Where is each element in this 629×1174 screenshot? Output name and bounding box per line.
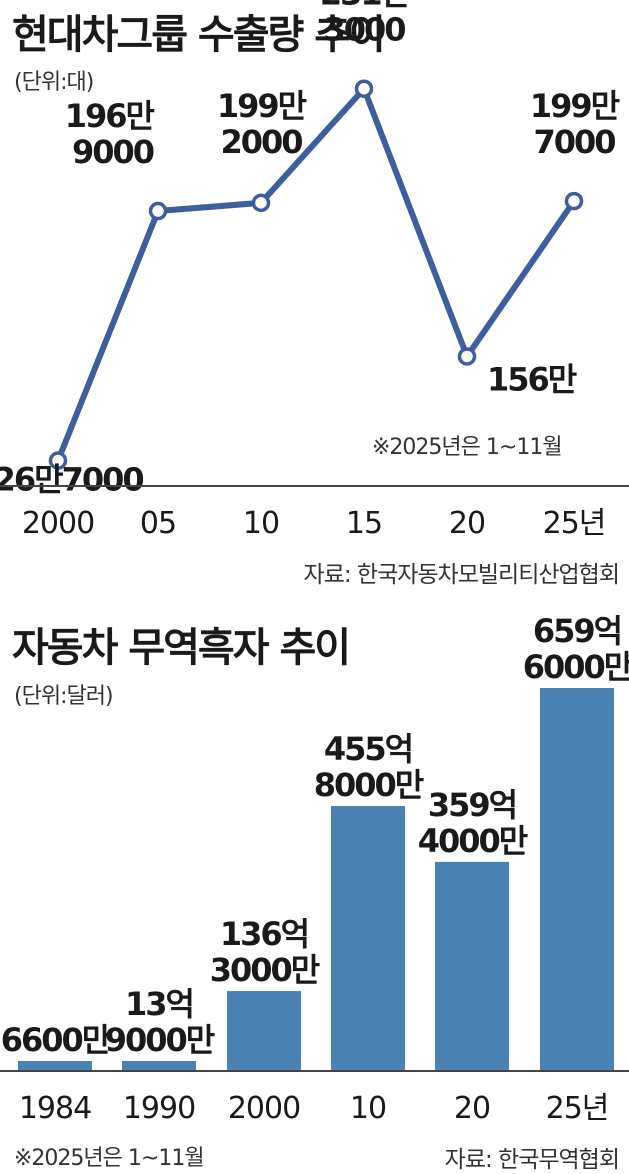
data-label: 359억 (428, 786, 516, 824)
chart2-unit: (단위:달러) (14, 684, 114, 709)
chart1-title: 현대차그룹 수출량 추이 (12, 12, 386, 58)
bar (227, 991, 301, 1070)
x-tick-label: 10 (243, 506, 279, 541)
chart1-note: ※2025년은 1~11월 (372, 435, 563, 460)
chart1-axis-line (0, 485, 629, 487)
bar (435, 861, 509, 1070)
x-tick-label: 2000 (22, 506, 94, 541)
data-label: 2000 (220, 123, 302, 161)
bar (540, 688, 614, 1070)
data-point (457, 347, 477, 366)
x-tick-label: 1990 (123, 1091, 195, 1126)
x-tick-label: 10 (350, 1091, 386, 1126)
series-line (55, 85, 577, 462)
chart2-title: 자동차 무역흑자 추이 (12, 625, 351, 671)
data-label: 156만 (487, 360, 577, 398)
chart2-note: ※2025년은 1~11월 (14, 1146, 205, 1171)
bar (122, 1061, 196, 1070)
x-tick-label: 25년 (546, 1091, 609, 1126)
x-tick-label: 1984 (19, 1091, 91, 1126)
x-tick-label: 2000 (228, 1091, 300, 1126)
chart2-source: 자료: 한국무역협회 (444, 1147, 620, 1173)
x-tick-label: 05 (140, 506, 176, 541)
data-label: 3000 (323, 11, 405, 49)
data-label: 9000만 (105, 1021, 215, 1059)
bar (18, 1061, 92, 1070)
data-point (148, 201, 168, 221)
data-label: 136억 (220, 915, 308, 953)
data-label: 199만 (217, 87, 307, 125)
line-chart: 126만7000196만9000199만2000231만3000156만199만… (0, 0, 622, 541)
chart1-source: 자료: 한국자동차모빌리티산업협회 (303, 562, 620, 588)
data-label: 455억 (324, 730, 412, 768)
data-label: 6000만 (523, 648, 629, 686)
data-point (48, 451, 68, 470)
x-tick-label: 20 (454, 1091, 490, 1126)
x-tick-label: 15 (346, 506, 382, 541)
data-point (251, 193, 271, 213)
data-label: 659억 (533, 612, 621, 650)
data-label: 196만 (65, 97, 155, 135)
data-label: 231만 (320, 0, 410, 13)
data-label: 6600만 (1, 1021, 111, 1059)
chart1-unit: (단위:대) (14, 70, 94, 95)
data-label: 9000 (72, 133, 154, 171)
data-label: 199만 (530, 87, 620, 125)
data-label: 4000만 (418, 822, 528, 860)
data-point (564, 191, 584, 211)
x-tick-label: 20 (449, 506, 485, 541)
data-label: 7000 (533, 123, 615, 161)
data-label: 126만7000 (0, 461, 143, 499)
data-label: 13억 (125, 985, 193, 1023)
bar (331, 806, 405, 1070)
x-tick-label: 25년 (543, 506, 606, 541)
chart2-axis-line (0, 1070, 629, 1072)
data-label: 8000만 (314, 766, 424, 804)
data-label: 3000만 (210, 951, 320, 989)
data-point (354, 79, 374, 98)
